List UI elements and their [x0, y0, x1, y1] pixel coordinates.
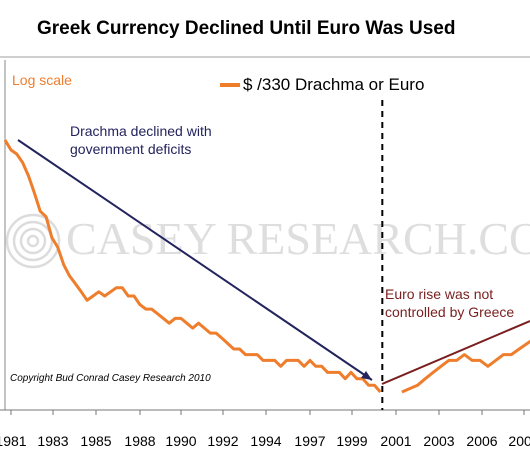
x-tick-label: 1985 — [80, 433, 111, 449]
euro-arrow — [381, 320, 530, 385]
euro-annotation: Euro rise was not controlled by Greece — [385, 286, 514, 320]
series-line-segment-1 — [3, 139, 382, 393]
copyright-note: Copyright Bud Conrad Casey Research 2010 — [10, 373, 211, 384]
x-tick-label: 2006 — [466, 433, 497, 449]
x-tick-label: 1988 — [124, 433, 155, 449]
drachma-arrow — [17, 139, 373, 381]
x-tick-label: 1990 — [165, 433, 196, 449]
series-layer — [3, 139, 530, 394]
chart-frame — [0, 56, 530, 472]
chart-title: Greek Currency Declined Until Euro Was U… — [37, 18, 456, 39]
x-tick-label: 1994 — [250, 433, 281, 449]
x-tick-label: 2003 — [423, 433, 454, 449]
watermark-text: CASEY RESEARCH.COM — [66, 213, 530, 264]
x-tick-label: 2008 — [508, 433, 530, 449]
series-line-segment-2 — [401, 339, 530, 394]
x-tick-label: 1997 — [294, 433, 325, 449]
x-tick-label: 2001 — [380, 433, 411, 449]
x-tick-labels: 1981 1983 1985 1988 1990 1992 1994 1997 1999 2001… — [0, 410, 530, 449]
drachma-annotation: Drachma declined with government deficit… — [70, 123, 216, 157]
x-tick-label: 1981 — [0, 433, 27, 449]
scale-note: Log scale — [12, 72, 72, 88]
x-tick-label: 1992 — [207, 433, 238, 449]
legend-label: $ /330 Drachma or Euro — [243, 75, 424, 94]
watermark-logo — [5, 213, 61, 269]
x-tick-label: 1983 — [37, 433, 68, 449]
x-tick-label: 1999 — [336, 433, 367, 449]
